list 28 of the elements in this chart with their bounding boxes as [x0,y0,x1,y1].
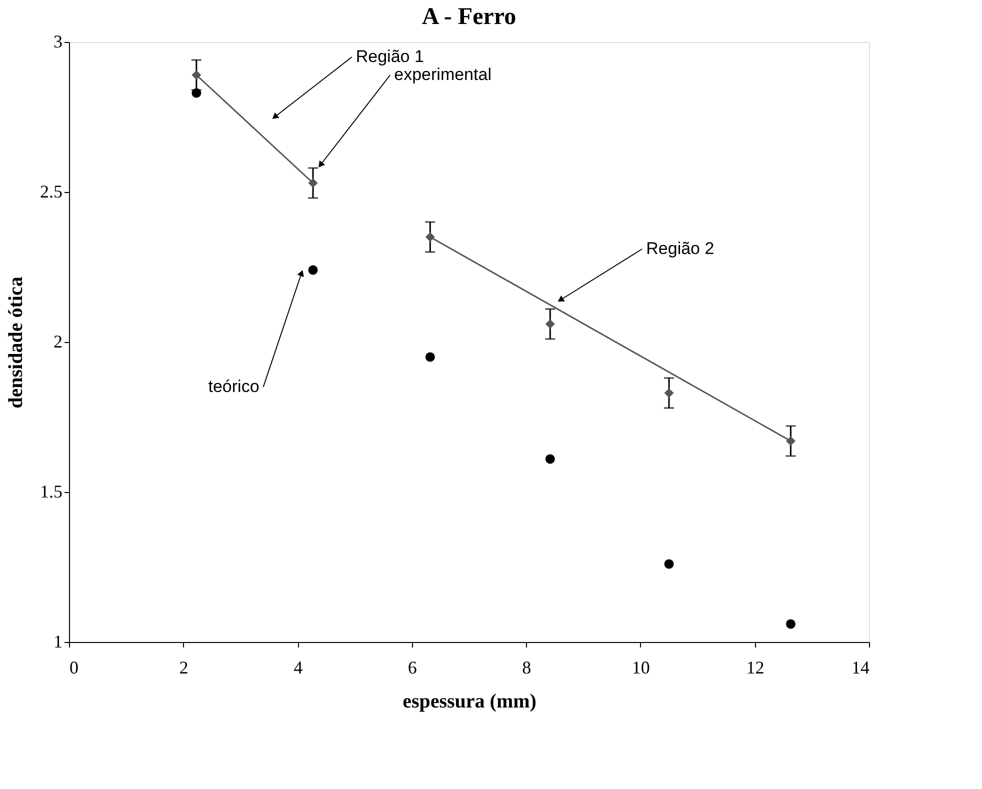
x-tick-label: 6 [408,658,417,678]
point [545,454,555,464]
x-tick-label: 14 [852,658,870,678]
point [192,88,202,98]
y-axis-title: densidade ótica [5,276,27,408]
point [425,352,435,362]
annotation: teórico [208,377,260,396]
y-tick-label: 2 [54,332,62,352]
x-tick-label: 2 [179,658,188,678]
y-tick-label: 1 [54,632,62,652]
x-tick-label: 0 [70,658,78,678]
point [308,265,318,275]
point [545,319,555,329]
annotation: Região 1 [356,47,424,66]
x-tick-label: 8 [522,658,532,678]
annotation: Região 2 [646,239,714,258]
point [664,559,674,569]
chart-title: A - Ferro [422,4,516,30]
x-tick-label: 12 [746,658,764,678]
x-tick-label: 10 [632,658,650,678]
x-axis-title: espessura (mm) [402,690,536,712]
y-tick-label: 2.5 [40,182,62,202]
point [664,388,674,398]
point [786,619,796,629]
annotation: experimental [394,65,492,84]
y-tick-label: 3 [54,32,62,52]
x-tick-label: 4 [294,658,303,678]
y-tick-label: 1.5 [40,482,62,502]
